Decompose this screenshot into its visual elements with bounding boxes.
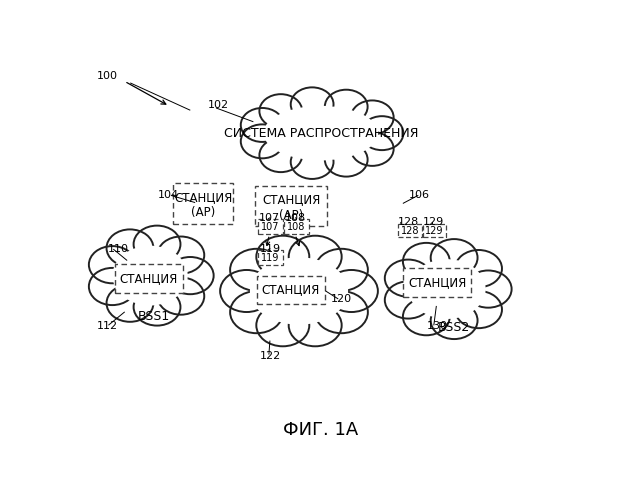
Text: (AP): (AP)	[191, 206, 215, 219]
Text: 122: 122	[260, 350, 282, 360]
Circle shape	[289, 304, 342, 346]
Circle shape	[167, 257, 213, 294]
Circle shape	[455, 291, 502, 328]
Text: 106: 106	[409, 190, 430, 200]
Circle shape	[256, 236, 309, 278]
Circle shape	[157, 278, 204, 314]
Circle shape	[431, 239, 478, 277]
Text: 100: 100	[96, 71, 118, 81]
Circle shape	[259, 94, 302, 128]
Text: СТАНЦИЯ: СТАНЦИЯ	[262, 284, 320, 296]
Text: 108: 108	[287, 222, 305, 232]
Circle shape	[256, 304, 309, 346]
Circle shape	[230, 249, 283, 291]
Text: СИСТЕМА РАСПРОСТРАНЕНИЯ: СИСТЕМА РАСПРОСТРАНЕНИЯ	[223, 126, 418, 140]
Circle shape	[106, 230, 153, 266]
FancyBboxPatch shape	[284, 220, 309, 234]
Circle shape	[241, 124, 284, 158]
Text: СТАНЦИЯ: СТАНЦИЯ	[174, 191, 232, 204]
FancyBboxPatch shape	[258, 220, 283, 234]
Ellipse shape	[408, 259, 486, 319]
Circle shape	[220, 270, 273, 312]
Circle shape	[431, 302, 478, 339]
Ellipse shape	[250, 257, 348, 325]
Circle shape	[259, 138, 302, 172]
Circle shape	[455, 250, 502, 287]
FancyBboxPatch shape	[115, 264, 183, 293]
Text: BSS1: BSS1	[137, 310, 170, 322]
Text: 104: 104	[158, 190, 180, 200]
Text: 128: 128	[398, 218, 419, 228]
FancyBboxPatch shape	[173, 183, 233, 224]
Circle shape	[351, 100, 394, 134]
Circle shape	[133, 226, 180, 263]
Circle shape	[230, 291, 283, 333]
Text: СТАНЦИЯ: СТАНЦИЯ	[120, 272, 178, 285]
Circle shape	[157, 236, 204, 274]
Text: 120: 120	[331, 294, 352, 304]
Ellipse shape	[264, 106, 378, 160]
Circle shape	[403, 298, 450, 336]
Text: (AP): (AP)	[279, 208, 304, 222]
Text: 110: 110	[108, 244, 128, 254]
Circle shape	[106, 284, 153, 322]
Text: 130: 130	[426, 322, 448, 332]
Ellipse shape	[407, 258, 487, 320]
Text: BSS2: BSS2	[438, 321, 470, 334]
Ellipse shape	[264, 267, 334, 315]
Text: 119: 119	[261, 252, 280, 262]
Text: 107: 107	[261, 222, 280, 232]
Ellipse shape	[123, 254, 177, 296]
Ellipse shape	[111, 244, 189, 306]
Circle shape	[385, 282, 432, 319]
FancyBboxPatch shape	[257, 276, 325, 304]
Ellipse shape	[420, 268, 474, 310]
Circle shape	[385, 260, 432, 297]
Circle shape	[464, 270, 511, 308]
Text: СТАНЦИЯ: СТАНЦИЯ	[408, 276, 466, 289]
FancyBboxPatch shape	[255, 186, 327, 226]
Ellipse shape	[262, 105, 380, 162]
Circle shape	[241, 108, 284, 142]
Text: 128: 128	[401, 226, 419, 235]
Circle shape	[289, 236, 342, 278]
Text: СТАНЦИЯ: СТАНЦИЯ	[262, 194, 321, 206]
Circle shape	[315, 291, 368, 333]
FancyBboxPatch shape	[398, 224, 422, 237]
Text: 107: 107	[259, 213, 280, 223]
Text: 112: 112	[96, 322, 118, 332]
Circle shape	[325, 142, 367, 176]
Text: ФИГ. 1А: ФИГ. 1А	[283, 422, 359, 440]
Circle shape	[351, 132, 394, 166]
Ellipse shape	[113, 246, 188, 306]
Text: 129: 129	[423, 218, 444, 228]
Text: 119: 119	[260, 244, 281, 254]
Circle shape	[89, 246, 136, 284]
Text: 102: 102	[208, 100, 229, 110]
Text: 108: 108	[285, 213, 306, 223]
Text: 129: 129	[425, 226, 444, 235]
FancyBboxPatch shape	[403, 268, 471, 297]
FancyBboxPatch shape	[258, 250, 283, 265]
Circle shape	[315, 249, 368, 291]
Circle shape	[89, 268, 136, 305]
FancyBboxPatch shape	[423, 224, 446, 237]
Ellipse shape	[280, 114, 361, 152]
Circle shape	[403, 243, 450, 280]
Circle shape	[133, 288, 180, 326]
Circle shape	[290, 145, 334, 179]
Circle shape	[325, 270, 378, 312]
Ellipse shape	[248, 256, 350, 326]
Circle shape	[325, 90, 367, 124]
Circle shape	[361, 116, 403, 150]
Circle shape	[290, 88, 334, 122]
